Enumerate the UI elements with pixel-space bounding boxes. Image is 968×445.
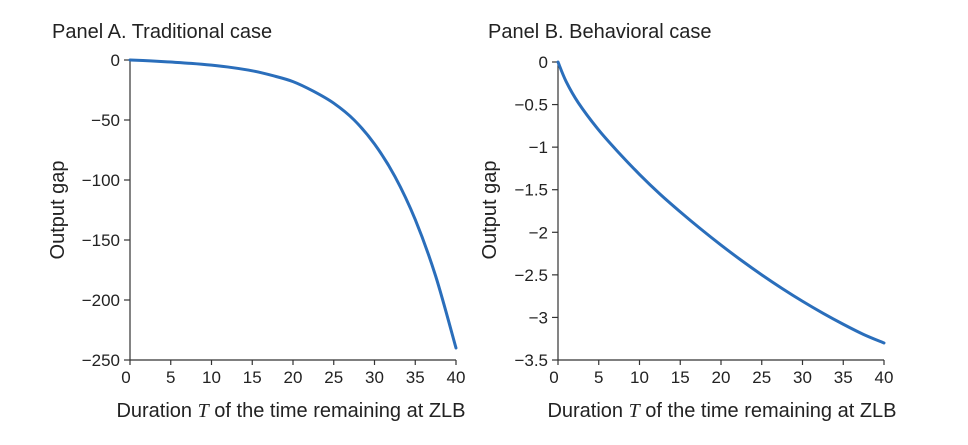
panel-a-x-tick-label: 15 [243,368,262,387]
panel-b-x-axis-label: Duration T of the time remaining at ZLB [547,400,896,422]
panel-b-y-tick-label: −2.5 [514,266,548,285]
panel-b-x-tick-label: 20 [712,368,731,387]
panel-a-x-tick-label: 0 [121,368,130,387]
panel-b-x-tick-label: 10 [630,368,649,387]
panel-a-axes [129,60,456,361]
panel-b-behavioral: Panel B. Behavioral case Output gap Dura… [479,21,897,422]
panel-a-x-axis-label-pre: Duration [116,400,197,422]
panel-b-y-axis-label: Output gap [479,161,501,260]
panel-b-y-tick-label: −3 [529,308,548,327]
panel-b-x-tick-label: 15 [671,368,690,387]
panel-b-x-tick-label: 30 [793,368,812,387]
panel-a-series [128,58,458,350]
panel-b-x-tick-label: 35 [834,368,853,387]
panel-b-series [556,60,886,345]
panel-a-x-axis-label-var: T [198,400,211,422]
panel-b-axes [557,62,884,361]
panel-b-y-tick-label: −1.5 [514,181,548,200]
panel-a-x-tick-label: 5 [166,368,175,387]
panel-a-title: Panel A. Traditional case [52,21,272,43]
panel-a-y-axis-label: Output gap [47,161,69,260]
panel-b-x-tick-label: 0 [549,368,558,387]
panel-b-x-tick-label: 25 [752,368,771,387]
panel-a-y-tick-label: −50 [91,111,120,130]
panel-b-x-axis-label-pre: Duration [547,400,628,422]
panel-b-x-tick-label: 40 [875,368,894,387]
panel-a-x-tick-label: 10 [202,368,221,387]
panel-a-x-tick-label: 35 [406,368,425,387]
panel-a-x-tick-label: 25 [324,368,343,387]
panel-a-x-axis-label: Duration T of the time remaining at ZLB [116,400,465,422]
panel-a-x-axis-label-post: of the time remaining at ZLB [209,400,466,422]
panel-a-y-tick-label: −100 [82,171,120,190]
panel-b-x-tick-label: 5 [594,368,603,387]
panel-b-y-tick-label: −2 [529,223,548,242]
panel-b-y-tick-label: 0 [539,53,548,72]
panel-a-x-tick-label: 30 [365,368,384,387]
panel-a-x-tick-label: 20 [284,368,303,387]
panel-a-y-tick-label: 0 [111,51,120,70]
panel-a-traditional: Panel A. Traditional case Output gap Dur… [47,21,466,422]
panel-b-y-tick-label: −1 [529,138,548,157]
panel-a-y-tick-label: −150 [82,231,120,250]
panel-b-x-axis-label-post: of the time remaining at ZLB [640,400,897,422]
panel-b-y-tick-label: −3.5 [514,351,548,370]
panel-a-series-line [128,58,458,350]
panel-a-y-tick-label: −200 [82,291,120,310]
panel-b-series-line [556,60,886,345]
panel-b-y-tick-label: −0.5 [514,96,548,115]
panel-b-ticks: 0−0.5−1−1.5−2−2.5−3−3.50 5 10 15 20 25 30 35 40 [514,53,893,387]
panel-a-x-tick-label: 40 [447,368,466,387]
panel-a-y-tick-label: −250 [82,351,120,370]
panel-b-x-axis-label-var: T [629,400,642,422]
panel-b-title: Panel B. Behavioral case [488,21,711,43]
